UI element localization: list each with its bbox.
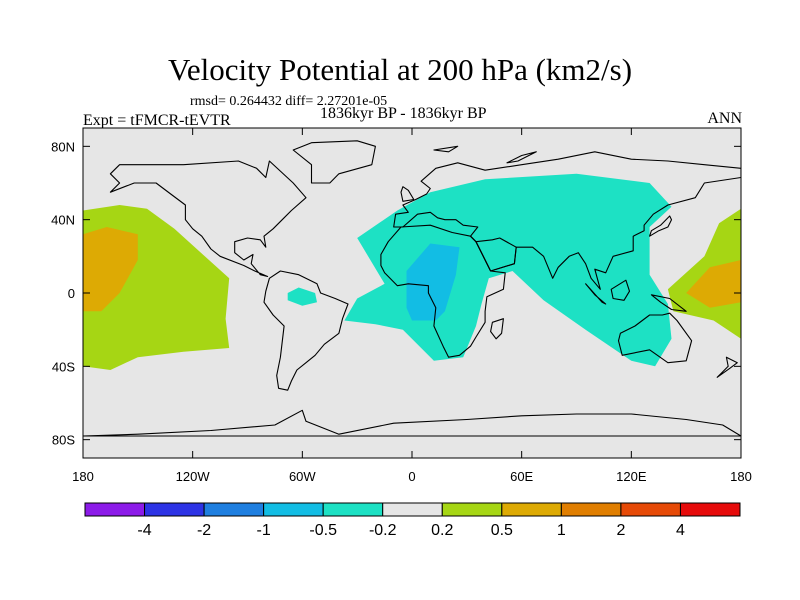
y-tick-label: 80S — [52, 433, 75, 448]
coastline-new-guinea — [650, 294, 687, 312]
colorbar-label: 0.5 — [491, 522, 513, 539]
colorbar-label: -4 — [137, 522, 151, 539]
season-label: ANN — [707, 110, 742, 127]
contour-regions — [83, 173, 741, 370]
coastline-borneo — [610, 279, 631, 301]
colorbar-swatch — [501, 502, 562, 517]
contour-region-amazon-negative — [287, 287, 317, 306]
axis-ticks: 180 120W 60W 0 60E 120E 180 80N 40N 0 40S 80S — [51, 128, 752, 484]
colorbar-label: 4 — [676, 522, 685, 539]
chart-title: Velocity Potential at 200 hPa (km2/s) — [167, 52, 633, 87]
y-tick-label: 0 — [68, 286, 75, 301]
x-tick-label: 0 — [408, 469, 415, 484]
colorbar-swatch — [382, 502, 443, 517]
colorbar-swatch — [144, 502, 205, 517]
coastline-svalbard — [433, 145, 459, 153]
contour-region-central-africa-core — [406, 243, 460, 321]
coastline-madagascar — [490, 318, 504, 340]
coastline-greenland — [292, 140, 376, 184]
colorbar-swatch — [441, 502, 503, 517]
colorbar-label: -0.5 — [309, 522, 337, 539]
x-tick-label: 180 — [730, 469, 752, 484]
colorbar-swatch — [679, 502, 741, 517]
y-tick-label: 40S — [52, 359, 75, 374]
x-tick-label: 180 — [72, 469, 94, 484]
coastline-novaya-zemlya — [506, 151, 537, 164]
coastline-antarctica — [83, 409, 741, 437]
x-tick-label: 60W — [289, 469, 316, 484]
colorbar-swatch — [322, 502, 384, 517]
colorbar-swatch — [263, 502, 324, 517]
contour-region-central-pacific-positive — [83, 227, 138, 312]
coastline-uk — [400, 186, 415, 202]
x-tick-label: 120W — [176, 469, 211, 484]
colorbar-label: 2 — [616, 522, 625, 539]
coastline-australia — [617, 312, 693, 364]
x-tick-label: 120E — [616, 469, 647, 484]
period-label: 1836kyr BP - 1836kyr BP — [320, 105, 487, 122]
coastline-africa — [380, 224, 506, 358]
coastline-japan — [649, 215, 673, 237]
colorbar-swatch — [620, 502, 681, 517]
x-tick-label: 60E — [510, 469, 533, 484]
colorbar-label: -0.2 — [369, 522, 397, 539]
colorbar-swatch — [560, 502, 622, 517]
contour-region-west-pacific-core — [686, 260, 741, 308]
y-tick-label: 80N — [51, 139, 75, 154]
experiment-label: Expt = tFMCR-tEVTR — [83, 112, 231, 129]
colorbar-label: -1 — [257, 522, 271, 539]
colorbar-label: -2 — [197, 522, 211, 539]
coastlines — [83, 140, 741, 437]
coastline-new-zealand — [716, 356, 738, 378]
rmsd-diff-stats: rmsd= 0.264432 diff= 2.27201e-05 — [190, 94, 388, 109]
colorbar-label: 0.2 — [431, 522, 453, 539]
colorbar: -4 -2 -1 -0.5 -0.2 0.2 0.5 1 2 4 — [84, 502, 741, 539]
colorbar-swatch — [84, 502, 146, 517]
coastline-north-america — [109, 160, 307, 278]
colorbar-label: 1 — [557, 522, 566, 539]
coastline-south-america — [263, 270, 349, 391]
y-tick-label: 40N — [51, 213, 75, 228]
coastline-sumatra — [585, 283, 607, 305]
coastline-eurasia — [393, 151, 741, 290]
colorbar-swatch — [203, 502, 265, 517]
